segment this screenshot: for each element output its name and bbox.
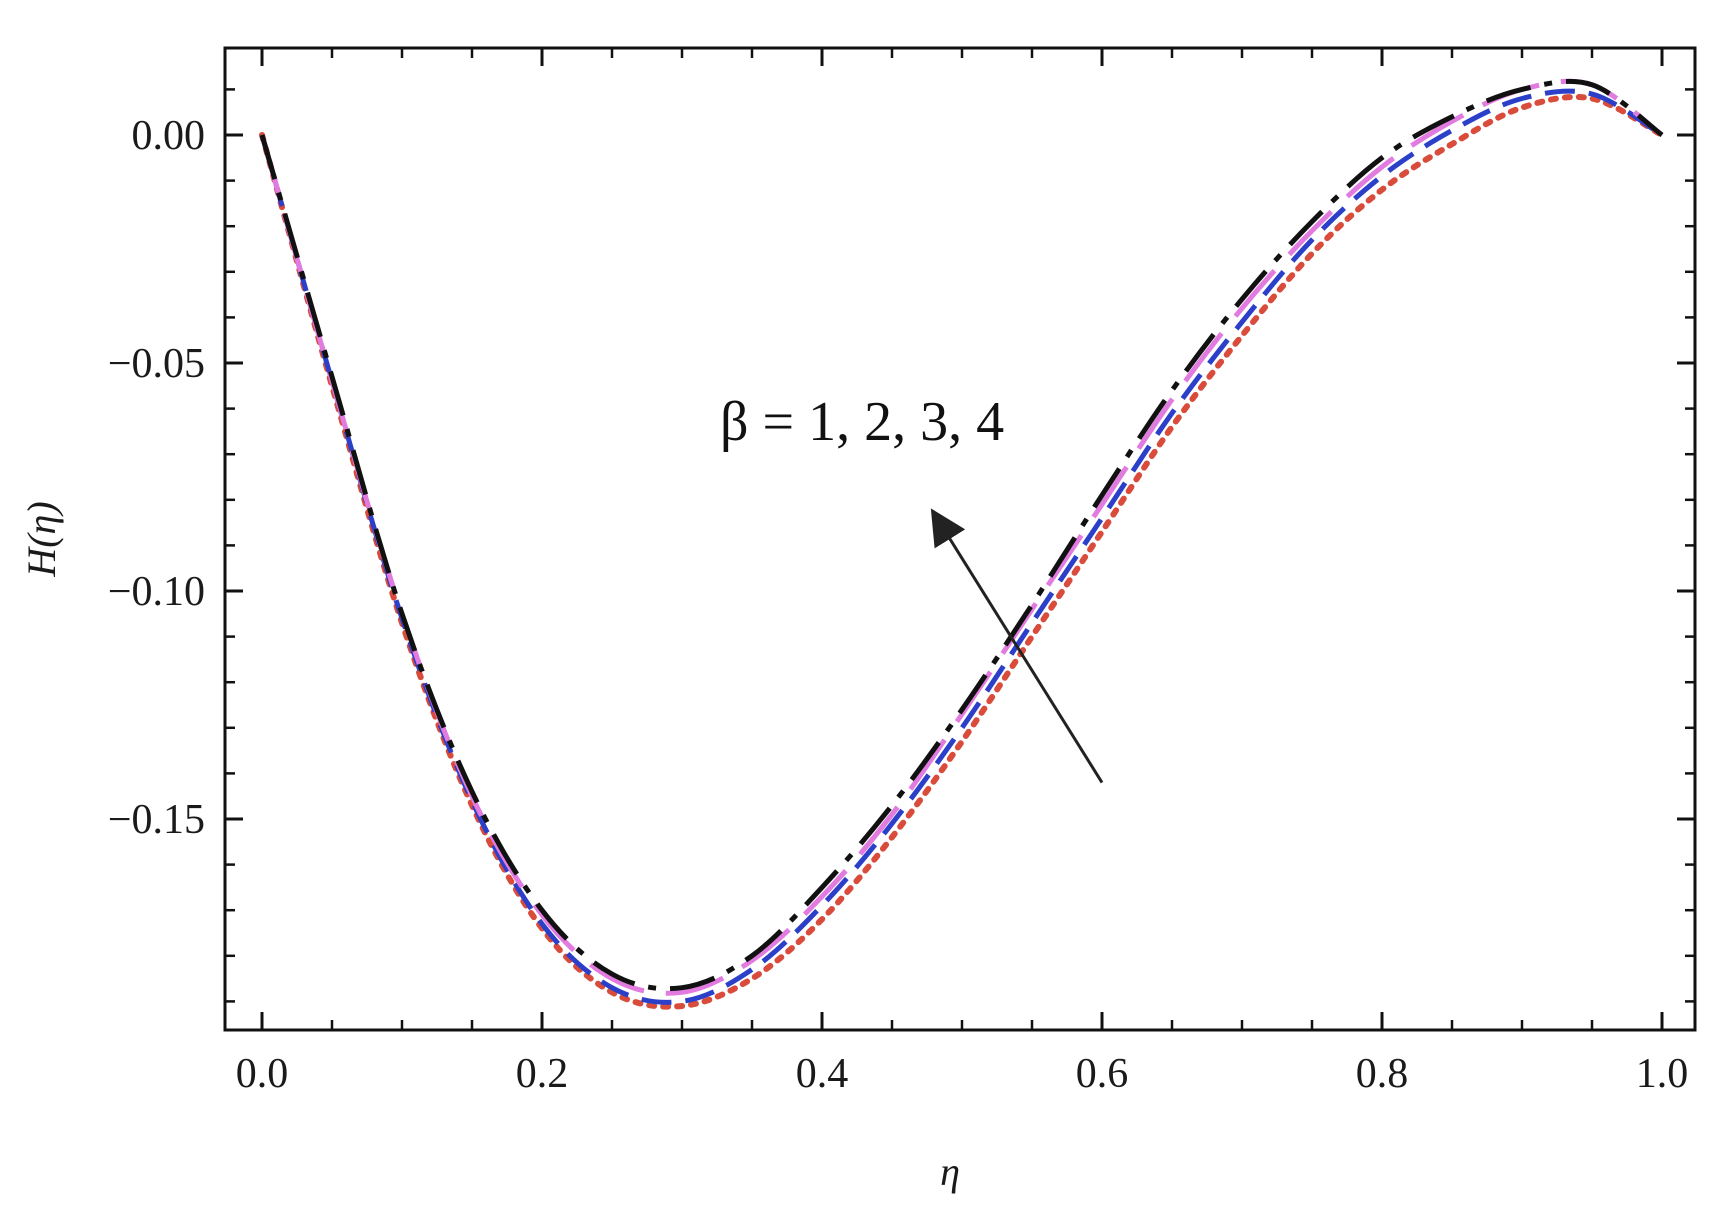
ticks-layer: 0.0 0.2 0.4 0.6 0.8 1.0 0.00 −0.05 −0.10 −0.15 — [108, 48, 1695, 1097]
y-tick-label: −0.10 — [108, 569, 205, 615]
plot-frame — [223, 46, 1697, 1032]
series-layer — [259, 78, 1665, 1010]
y-tick-label: 0.00 — [132, 113, 206, 159]
series-line-3 — [259, 78, 1664, 996]
x-axis-label: η — [940, 1149, 960, 1194]
x-tick-label: 0.2 — [516, 1051, 569, 1097]
y-axis-label: H(η) — [19, 501, 64, 577]
x-tick-label: 0.6 — [1076, 1051, 1129, 1097]
y-tick-label: −0.15 — [108, 797, 205, 843]
series-line-1 — [259, 93, 1665, 1010]
x-tick-label: 0.4 — [796, 1051, 849, 1097]
annotation-label: β = 1, 2, 3, 4 — [720, 391, 1004, 453]
series-line-2 — [259, 88, 1664, 1005]
x-tick-label: 0.8 — [1356, 1051, 1409, 1097]
annotation-layer: β = 1, 2, 3, 4 — [720, 391, 1104, 784]
x-tick-label: 1.0 — [1636, 1051, 1689, 1097]
annotation-arrow — [930, 508, 1104, 784]
y-tick-label: −0.05 — [108, 341, 205, 387]
x-tick-label: 0.0 — [236, 1051, 289, 1097]
series-line-4 — [259, 78, 1664, 992]
